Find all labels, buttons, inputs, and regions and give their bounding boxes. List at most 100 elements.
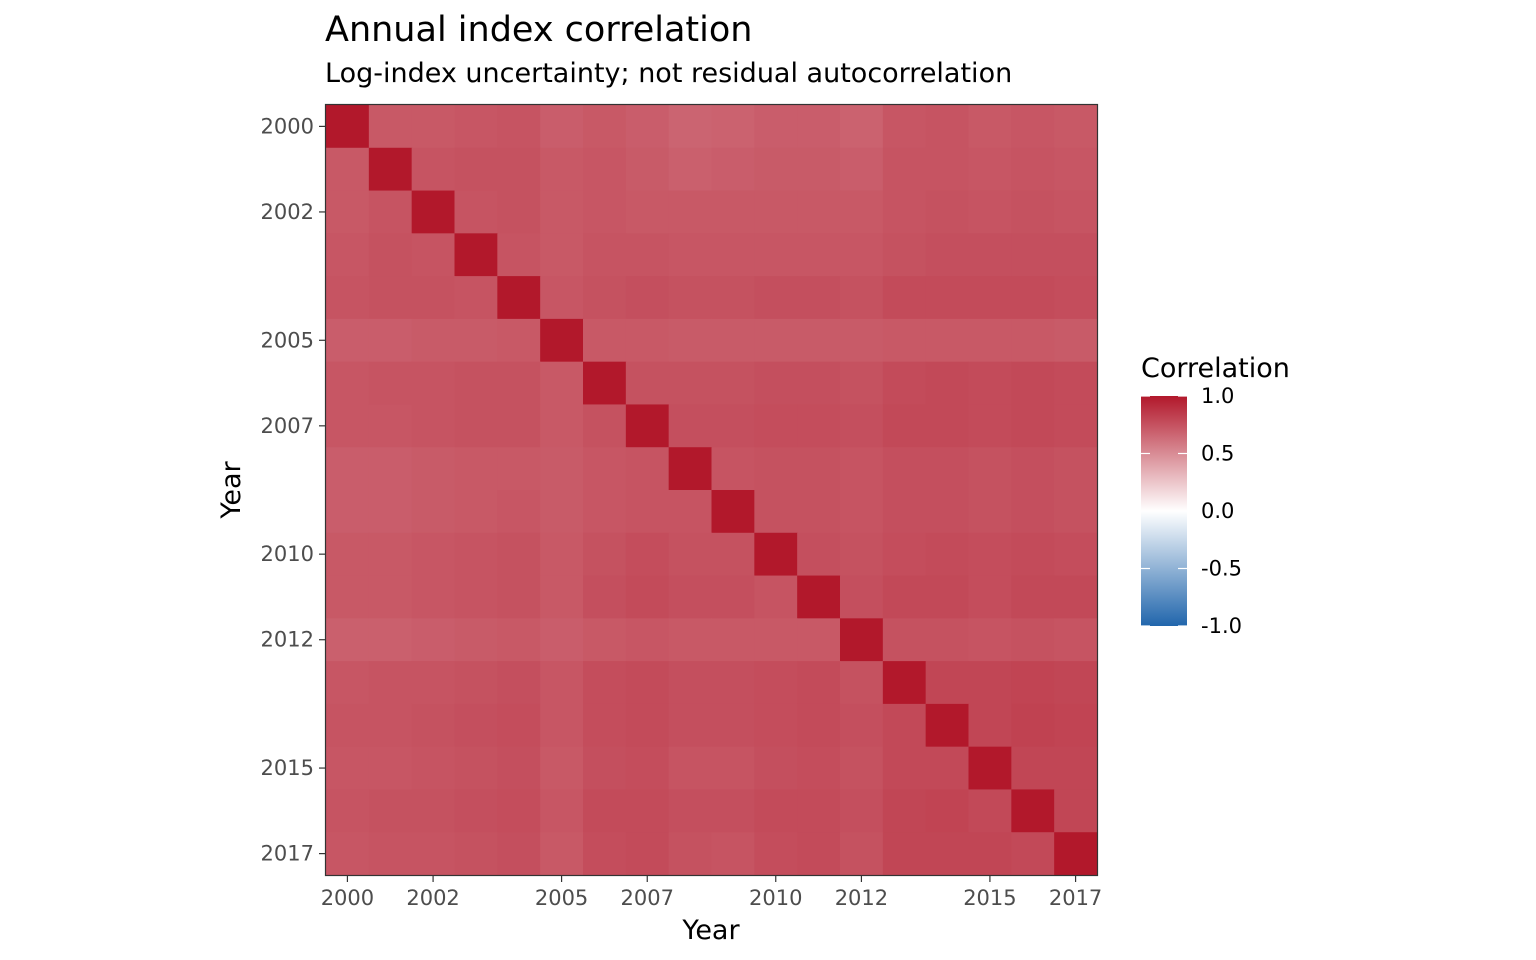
heatmap-cell (497, 447, 541, 491)
heatmap-cell (882, 190, 927, 234)
heatmap-cell (583, 105, 627, 149)
heatmap-cell (411, 532, 456, 577)
heatmap-cell (840, 832, 884, 876)
heatmap-cell (497, 703, 541, 748)
heatmap-cell (625, 490, 670, 534)
heatmap-cell (368, 190, 413, 234)
heatmap-cell (454, 447, 498, 491)
heatmap-cell (968, 447, 1012, 491)
x-tick-label: 2015 (963, 886, 1016, 910)
heatmap-cell (1054, 361, 1098, 406)
heatmap-cell (925, 105, 970, 149)
heatmap-cell (326, 618, 370, 662)
heatmap-cell (625, 361, 670, 406)
heatmap-cell (625, 447, 670, 491)
heatmap-cell (1054, 746, 1098, 791)
heatmap-cell (925, 575, 970, 619)
heatmap-cell (411, 618, 456, 662)
heatmap-cell (968, 618, 1012, 662)
legend-tick-label: -0.5 (1201, 557, 1242, 581)
heatmap-cell (882, 233, 927, 277)
heatmap-cell (625, 661, 670, 705)
heatmap-cell (454, 832, 498, 876)
heatmap-cell (540, 703, 584, 748)
heatmap-cell (497, 661, 541, 705)
heatmap-cell (368, 746, 413, 791)
heatmap-cell (925, 447, 970, 491)
heatmap-cell (326, 361, 370, 406)
heatmap-cell (1011, 233, 1055, 277)
heatmap-cell (1054, 789, 1098, 833)
heatmap-cell (840, 661, 884, 705)
heatmap-cell (583, 532, 627, 577)
heatmap-cell (882, 575, 927, 619)
heatmap-cell (968, 233, 1012, 277)
heatmap-cell (882, 832, 927, 876)
heatmap-cell (540, 361, 584, 406)
y-tick-label: 2002 (261, 200, 314, 224)
heatmap-cell (411, 361, 456, 406)
heatmap-cell (497, 233, 541, 277)
heatmap-cell (368, 532, 413, 577)
chart-subtitle: Log-index uncertainty; not residual auto… (325, 58, 1012, 89)
heatmap-cell (1011, 361, 1055, 406)
heatmap-cell (668, 361, 713, 406)
heatmap-cell (411, 746, 456, 791)
heatmap-cell (668, 532, 713, 577)
heatmap-cell (625, 832, 670, 876)
heatmap-cell (840, 618, 884, 662)
x-axis-title: Year (681, 915, 740, 946)
heatmap-cell (625, 318, 670, 363)
heatmap-cell (925, 789, 970, 833)
heatmap-cell (711, 618, 755, 662)
heatmap-cell (797, 318, 841, 363)
heatmap-cell (326, 276, 370, 320)
heatmap-cell (1054, 447, 1098, 491)
heatmap-cell (583, 703, 627, 748)
heatmap-cell (583, 661, 627, 705)
heatmap-cell (540, 105, 584, 149)
heatmap-cell (583, 361, 627, 406)
heatmap-cell (840, 703, 884, 748)
heatmap-cell (754, 190, 798, 234)
heatmap-cell (711, 447, 755, 491)
heatmap-cell (368, 404, 413, 448)
heatmap-cell (497, 276, 541, 320)
heatmap-cell (840, 105, 884, 149)
heatmap-cell (625, 105, 670, 149)
heatmap-cell (754, 575, 798, 619)
heatmap-cell (411, 575, 456, 619)
heatmap-cell (326, 703, 370, 748)
legend-tick-label: 0.5 (1201, 442, 1234, 466)
heatmap-cell (583, 233, 627, 277)
heatmap-cell (668, 703, 713, 748)
heatmap-cell (925, 233, 970, 277)
heatmap-cell (368, 490, 413, 534)
heatmap-cell (1011, 404, 1055, 448)
heatmap-cell (711, 105, 755, 149)
heatmap-cell (882, 532, 927, 577)
heatmap-cell (1011, 832, 1055, 876)
heatmap-cell (411, 318, 456, 363)
heatmap-cell (411, 703, 456, 748)
heatmap-cell (497, 147, 541, 192)
heatmap-cell (625, 789, 670, 833)
heatmap-cell (583, 318, 627, 363)
heatmap-cell (711, 361, 755, 406)
y-tick-label: 2015 (261, 756, 314, 780)
heatmap-cell (711, 703, 755, 748)
heatmap-cell (925, 703, 970, 748)
heatmap-cell (882, 361, 927, 406)
heatmap-cell (882, 105, 927, 149)
heatmap-cell (968, 532, 1012, 577)
heatmap-cell (754, 147, 798, 192)
heatmap-cell (454, 147, 498, 192)
heatmap-cell (754, 361, 798, 406)
heatmap-cell (411, 147, 456, 192)
heatmap-cell (326, 190, 370, 234)
heatmap-cell (754, 618, 798, 662)
heatmap-cell (797, 361, 841, 406)
heatmap-cell (583, 276, 627, 320)
heatmap-cell (1011, 447, 1055, 491)
